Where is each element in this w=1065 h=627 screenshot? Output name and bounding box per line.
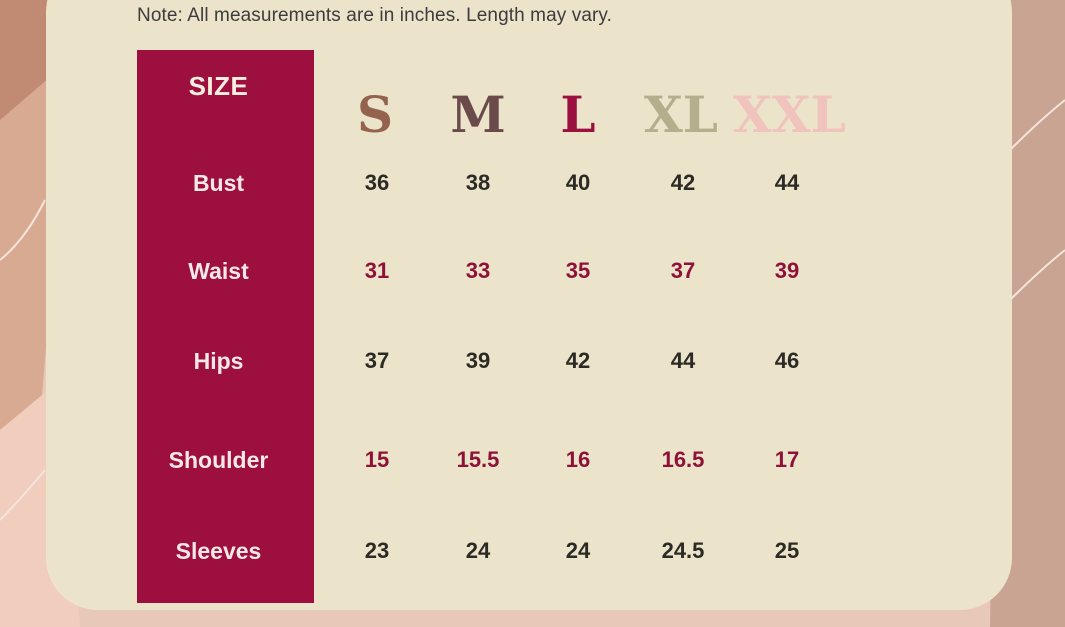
hips-l: 42	[565, 348, 591, 373]
hips-xl: 44	[670, 348, 696, 373]
measurement-note: Note: All measurements are in inches. Le…	[137, 5, 612, 26]
sleeves-l: 24	[565, 538, 591, 563]
waist-xxl: 39	[774, 258, 800, 283]
shoulder-m: 15.5	[456, 447, 500, 472]
hips-xxl: 46	[774, 348, 800, 373]
row-label-bust: Bust	[192, 170, 245, 196]
hips-m: 39	[465, 348, 491, 373]
bust-l: 40	[565, 170, 591, 195]
size-column-title: SIZE	[188, 71, 249, 101]
waist-m: 33	[465, 258, 491, 283]
sleeves-xxl: 25	[774, 538, 800, 563]
row-label-sleeves: Sleeves	[175, 538, 262, 564]
size-heading-s: S	[356, 85, 394, 144]
bust-m: 38	[465, 170, 491, 195]
size-heading-m: M	[450, 85, 506, 144]
sleeves-s: 23	[364, 538, 390, 563]
size-label-column: SIZE Bust Waist Hips Shoulder Sleeves	[137, 50, 314, 603]
bust-xxl: 44	[774, 170, 800, 195]
size-heading-xxl: XXL	[733, 85, 846, 144]
row-label-waist: Waist	[188, 258, 249, 284]
shoulder-l: 16	[565, 447, 591, 472]
size-heading-l: L	[560, 85, 596, 144]
shoulder-s: 15	[364, 447, 390, 472]
sleeves-xl: 24.5	[661, 538, 705, 563]
waist-s: 31	[364, 258, 390, 283]
hips-s: 37	[364, 348, 390, 373]
shoulder-xxl: 17	[774, 447, 800, 472]
size-heading-xl: XL	[644, 85, 718, 144]
waist-l: 35	[565, 258, 591, 283]
sleeves-m: 24	[465, 538, 491, 563]
waist-xl: 37	[670, 258, 696, 283]
shoulder-xl: 16.5	[661, 447, 705, 472]
bust-xl: 42	[670, 170, 696, 195]
bust-s: 36	[364, 170, 390, 195]
row-label-hips: Hips	[193, 348, 244, 374]
row-label-shoulder: Shoulder	[168, 447, 269, 473]
